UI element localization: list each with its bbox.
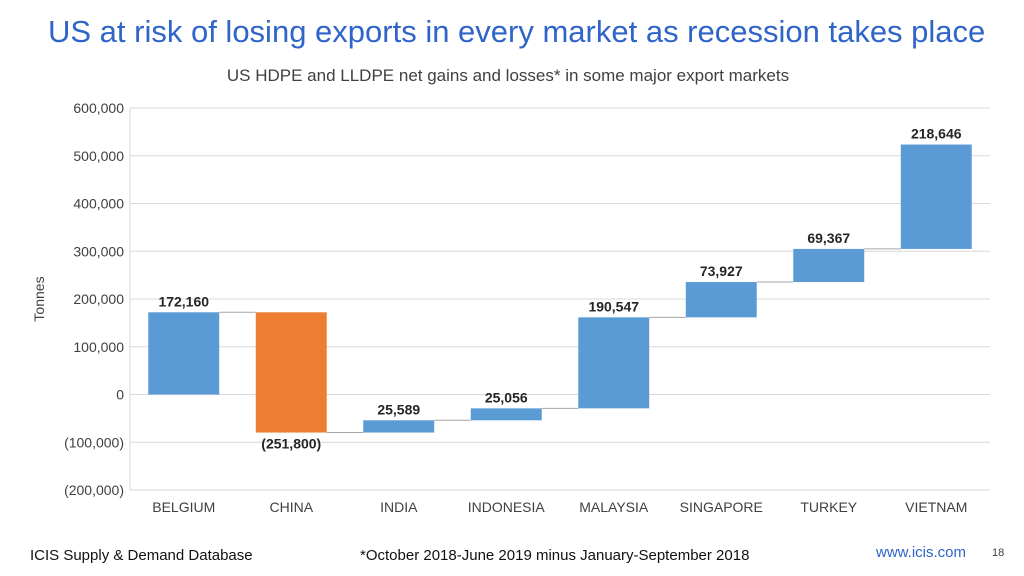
- source-note: ICIS Supply & Demand Database: [30, 547, 253, 564]
- x-tick-label: TURKEY: [800, 499, 857, 515]
- y-tick-label: 500,000: [73, 148, 124, 164]
- data-label: 69,367: [807, 230, 850, 246]
- y-tick-label: 400,000: [73, 196, 124, 212]
- x-tick-label: BELGIUM: [152, 499, 215, 515]
- bar-belgium: [148, 312, 220, 395]
- y-tick-label: 100,000: [73, 339, 124, 355]
- y-tick-label: 300,000: [73, 243, 124, 259]
- bar-vietnam: [900, 144, 972, 249]
- y-tick-label: (100,000): [64, 434, 124, 450]
- data-label: 25,589: [377, 401, 420, 417]
- x-tick-label: INDIA: [380, 499, 418, 515]
- x-tick-label: MALAYSIA: [579, 499, 649, 515]
- y-axis-label: Tonnes: [31, 276, 47, 321]
- data-label: 190,547: [588, 298, 639, 314]
- x-tick-label: INDONESIA: [468, 499, 546, 515]
- y-tick-label: (200,000): [64, 482, 124, 498]
- page-number: 18: [992, 547, 1005, 559]
- bar-turkey: [793, 248, 865, 283]
- x-tick-label: SINGAPORE: [680, 499, 763, 515]
- x-tick-label: CHINA: [269, 499, 313, 515]
- bar-singapore: [685, 282, 757, 318]
- data-label: 73,927: [700, 263, 743, 279]
- y-tick-label: 200,000: [73, 291, 124, 307]
- y-tick-label: 600,000: [73, 100, 124, 116]
- website-link[interactable]: www.icis.com: [876, 544, 967, 561]
- y-tick-label: 0: [116, 387, 124, 403]
- data-label: 218,646: [911, 126, 962, 142]
- bar-india: [363, 420, 435, 433]
- x-tick-label: VIETNAM: [905, 499, 967, 515]
- data-label: 172,160: [158, 293, 209, 309]
- bar-malaysia: [578, 317, 650, 409]
- slide-title: US at risk of losing exports in every ma…: [48, 14, 986, 49]
- bar-indonesia: [470, 408, 542, 421]
- data-label: 25,056: [485, 389, 528, 405]
- chart-title: US HDPE and LLDPE net gains and losses* …: [226, 66, 790, 85]
- footnote: *October 2018-June 2019 minus January-Se…: [360, 547, 750, 564]
- data-label: (251,800): [261, 436, 321, 452]
- bar-china: [255, 312, 327, 433]
